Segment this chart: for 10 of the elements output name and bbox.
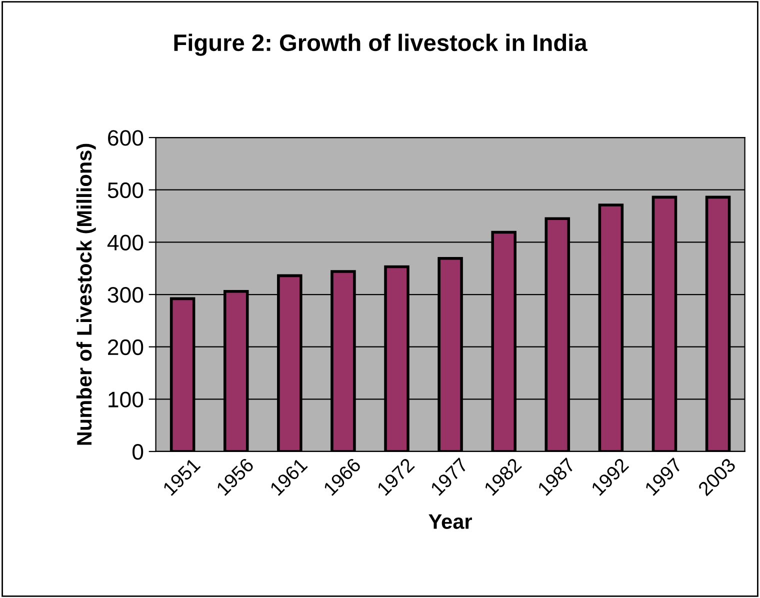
- y-axis-title: Number of Livestock (Millions): [76, 144, 96, 445]
- y-tick-label: 100: [108, 392, 144, 408]
- chart-title: Figure 2: Growth of livestock in India: [174, 34, 588, 56]
- y-tick-label: 500: [108, 182, 144, 198]
- y-tick-label: 600: [108, 130, 144, 146]
- y-tick-label: 0: [132, 444, 144, 460]
- y-tick-label: 400: [107, 234, 144, 250]
- y-tick-label: 200: [108, 339, 144, 356]
- y-tick-label: 300: [108, 287, 144, 303]
- x-axis-title: Year: [428, 514, 472, 529]
